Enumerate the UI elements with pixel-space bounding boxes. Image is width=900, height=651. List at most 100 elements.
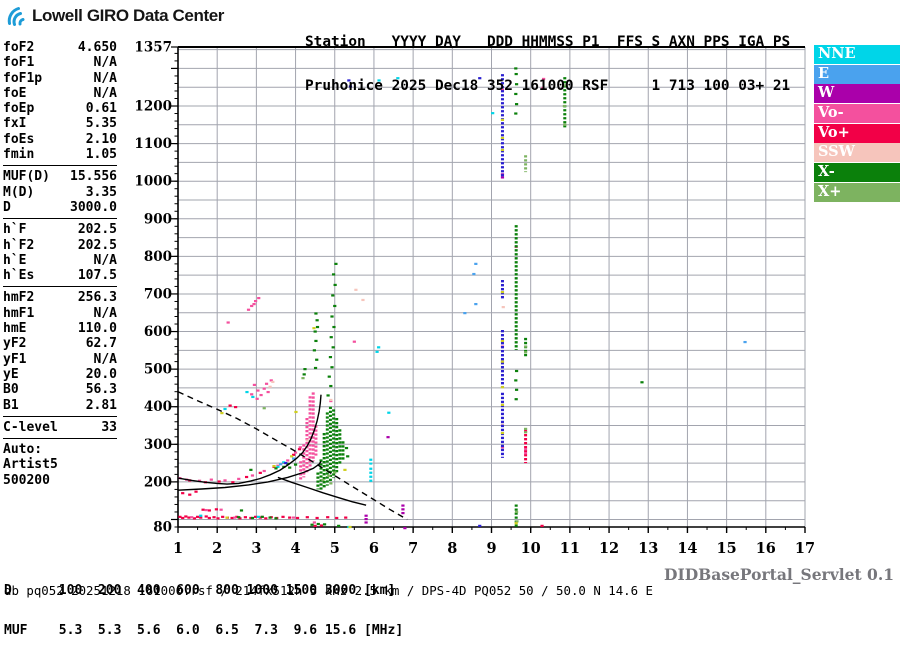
echo-point-vo+ bbox=[178, 515, 182, 518]
param-value: 3.35 bbox=[85, 184, 117, 200]
echo-point-w bbox=[500, 176, 505, 179]
y-axis-tick-label: 900 bbox=[144, 211, 172, 227]
echo-point-ssw bbox=[361, 298, 365, 302]
echo-point-nne bbox=[375, 350, 379, 353]
echo-point-x- bbox=[249, 468, 253, 471]
echo-point-x- bbox=[328, 356, 333, 359]
echo-point-ssw bbox=[329, 398, 333, 402]
echo-point-nne bbox=[282, 461, 286, 464]
echo-point-x+ bbox=[523, 427, 528, 430]
echo-point-nne bbox=[491, 112, 495, 115]
d-row: D 100 200 400 600 800 1000 1500 3000 [km… bbox=[4, 582, 396, 598]
echo-point-x- bbox=[514, 398, 518, 401]
param-value: 4.650 bbox=[77, 40, 117, 55]
echo-point-x- bbox=[326, 394, 330, 397]
param-value: 2.81 bbox=[85, 397, 117, 413]
echo-point-x- bbox=[288, 466, 292, 469]
param-label: h`E bbox=[3, 252, 27, 268]
y-axis-tick-label: 400 bbox=[144, 399, 172, 415]
echo-point-yellow bbox=[220, 412, 224, 415]
echo-point-x- bbox=[286, 462, 290, 465]
echo-point-vo+ bbox=[244, 475, 249, 479]
echo-point-x+ bbox=[523, 345, 528, 348]
echo-point-x- bbox=[315, 358, 319, 361]
muf-d-table: D 100 200 400 600 800 1000 1500 3000 [km… bbox=[4, 557, 403, 651]
echo-point-yellow bbox=[500, 403, 505, 406]
x-axis-tick-label: 10 bbox=[521, 540, 541, 557]
param-value: 20.0 bbox=[85, 366, 117, 382]
param-label: yF2 bbox=[3, 336, 27, 352]
param-value: 56.3 bbox=[85, 382, 117, 398]
echo-point-vo- bbox=[233, 516, 237, 519]
y-axis-tick-label: 600 bbox=[144, 324, 172, 340]
param-value: 3000.0 bbox=[70, 199, 117, 215]
param-value: N/A bbox=[93, 85, 117, 101]
echo-point-x- bbox=[237, 516, 241, 519]
echo-point-vo- bbox=[219, 508, 223, 511]
echo-point-x- bbox=[514, 67, 518, 70]
echo-point-x- bbox=[344, 446, 349, 450]
echo-point-vo- bbox=[257, 296, 261, 300]
echo-point-w bbox=[401, 504, 405, 507]
param-label: B1 bbox=[3, 397, 19, 413]
param-row: h`F 202.5 bbox=[3, 222, 117, 237]
param-label: C-level bbox=[3, 419, 58, 435]
echo-point-vo- bbox=[259, 393, 263, 397]
x-axis-tick-label: 4 bbox=[291, 540, 301, 557]
echo-point-w bbox=[364, 514, 368, 517]
echo-point-yellow bbox=[500, 339, 505, 343]
y-axis-tick-label: 1357 bbox=[134, 40, 172, 56]
echo-point-vo+ bbox=[181, 492, 185, 495]
transmission-curve-curve bbox=[177, 391, 408, 521]
echo-point-ssw bbox=[354, 288, 358, 291]
legend-item-ssw: SSW bbox=[814, 143, 900, 163]
echo-point-deep-blue bbox=[478, 524, 482, 527]
y-axis-tick-label: 800 bbox=[144, 249, 172, 265]
param-label: Artist5 bbox=[3, 457, 58, 473]
x-axis-tick-label: 13 bbox=[638, 540, 658, 557]
param-label: yE bbox=[3, 366, 19, 382]
echo-point-vo- bbox=[246, 308, 251, 311]
echo-point-x+ bbox=[523, 431, 528, 434]
echo-point-x- bbox=[331, 294, 335, 297]
echo-point-vo- bbox=[237, 477, 241, 480]
param-label: foF2 bbox=[3, 40, 35, 55]
parameter-panel: foF2 4.650 foF1 N/A foF1p N/A foE N/A foEp 0.61 fx… bbox=[3, 40, 117, 494]
param-label: 500200 bbox=[3, 472, 50, 488]
param-row: D 3000.0 bbox=[3, 200, 117, 215]
echo-point-vo+ bbox=[297, 448, 302, 451]
echo-point-vo- bbox=[253, 299, 258, 303]
echo-point-vo- bbox=[262, 469, 266, 473]
param-label: fxI bbox=[3, 116, 27, 132]
echo-point-x- bbox=[314, 312, 318, 315]
echo-point-x+ bbox=[321, 478, 325, 482]
echo-point-nne bbox=[377, 346, 381, 349]
echo-point-vo+ bbox=[344, 516, 348, 519]
echo-point-yellow bbox=[514, 522, 518, 525]
echo-point-x- bbox=[514, 92, 518, 96]
echo-point-vo+ bbox=[234, 405, 238, 409]
echo-point-vo- bbox=[209, 478, 213, 481]
echo-point-vo+ bbox=[228, 404, 232, 407]
x-axis-tick-label: 16 bbox=[756, 540, 776, 557]
echo-point-x+ bbox=[301, 377, 305, 380]
echo-point-x+ bbox=[563, 84, 567, 87]
echo-point-vo+ bbox=[187, 516, 191, 519]
param-row: foF1 N/A bbox=[3, 55, 117, 70]
echo-point-vo- bbox=[292, 516, 296, 519]
echo-point-vo+ bbox=[230, 516, 234, 520]
param-row: yF1 N/A bbox=[3, 352, 117, 367]
x-axis-tick-label: 7 bbox=[408, 540, 418, 557]
echo-point-vo+ bbox=[253, 515, 258, 518]
param-value: 107.5 bbox=[77, 268, 117, 284]
echo-point-x- bbox=[334, 262, 338, 265]
echo-point-vo- bbox=[352, 340, 356, 343]
echo-point-vo- bbox=[226, 321, 230, 324]
echo-point-x+ bbox=[515, 520, 519, 523]
giro-signal-icon bbox=[7, 7, 25, 26]
echo-point-vo+ bbox=[192, 517, 197, 520]
echo-point-x- bbox=[314, 339, 318, 343]
echo-point-yellow bbox=[343, 468, 347, 471]
param-label: D bbox=[3, 199, 11, 215]
echo-point-x+ bbox=[562, 104, 566, 108]
